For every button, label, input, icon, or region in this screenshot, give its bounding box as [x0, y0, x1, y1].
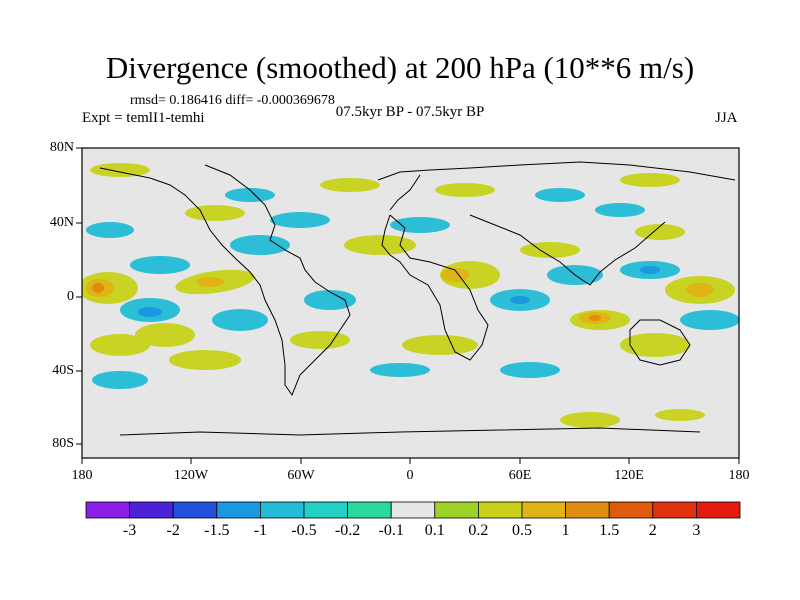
- coastlines: [99, 161, 736, 436]
- lon-label: 120W: [173, 468, 209, 483]
- colorbar-label: 1.5: [599, 522, 620, 539]
- divergence-field: [82, 161, 739, 436]
- colorbar-label: 3: [692, 522, 701, 539]
- lat-label: 0: [67, 289, 74, 304]
- colorbar-label: -2: [166, 522, 180, 539]
- colorbar-label: -0.5: [291, 522, 317, 539]
- lon-label: 60E: [508, 468, 532, 483]
- axis-ticks: [76, 147, 740, 464]
- colorbar-swatch: [696, 501, 741, 519]
- lon-label: 180: [71, 468, 93, 483]
- colorbar-swatch: [608, 501, 654, 519]
- colorbar-label: 0.1: [424, 522, 445, 539]
- stats-line: rmsd= 0.186416 diff= -0.000369678: [130, 93, 335, 108]
- colorbar-swatch: [216, 501, 261, 519]
- colorbar-swatch: [521, 501, 566, 519]
- plot-area: [82, 148, 739, 458]
- colorbar-swatch: [172, 501, 218, 519]
- colorbar-swatch: [434, 501, 479, 519]
- colorbar-swatch: [477, 501, 523, 519]
- colorbar-label: -1.5: [204, 522, 230, 539]
- lat-label: 40N: [49, 215, 74, 230]
- lon-label: 180: [728, 468, 750, 483]
- lat-label: 80N: [49, 140, 74, 155]
- colorbar-swatch: [85, 501, 130, 519]
- colorbar-swatch: [303, 501, 348, 519]
- lat-label: 80S: [52, 436, 74, 451]
- colorbar-label: 0.5: [512, 522, 532, 539]
- colorbar-label: -0.2: [334, 522, 361, 539]
- colorbar-label: 1: [561, 522, 570, 539]
- colorbar-swatch: [652, 501, 697, 519]
- lon-label: 120E: [614, 468, 644, 483]
- season-label: JJA: [715, 110, 738, 126]
- colorbar: [85, 501, 741, 519]
- map-title: Divergence (smoothed) at 200 hPa (10**6 …: [105, 50, 695, 85]
- colorbar-swatch: [390, 501, 436, 519]
- colorbar-swatch: [259, 501, 305, 519]
- lat-label: 40S: [52, 363, 74, 378]
- lon-label: 60W: [287, 468, 315, 483]
- colorbar-swatch: [565, 501, 610, 519]
- colorbar-label: -1: [253, 522, 268, 539]
- colorbar-label: -3: [122, 522, 137, 539]
- experiment-label: Expt = temlI1-temhi: [82, 110, 205, 126]
- colorbar-label: -0.1: [378, 522, 404, 539]
- colorbar-label: 0.2: [468, 522, 489, 539]
- colorbar-swatch: [347, 501, 392, 519]
- period-label: 07.5kyr BP - 07.5kyr BP: [335, 104, 485, 120]
- colorbar-swatch: [129, 501, 174, 519]
- lon-label: 0: [406, 468, 414, 483]
- colorbar-label: 2: [648, 522, 657, 539]
